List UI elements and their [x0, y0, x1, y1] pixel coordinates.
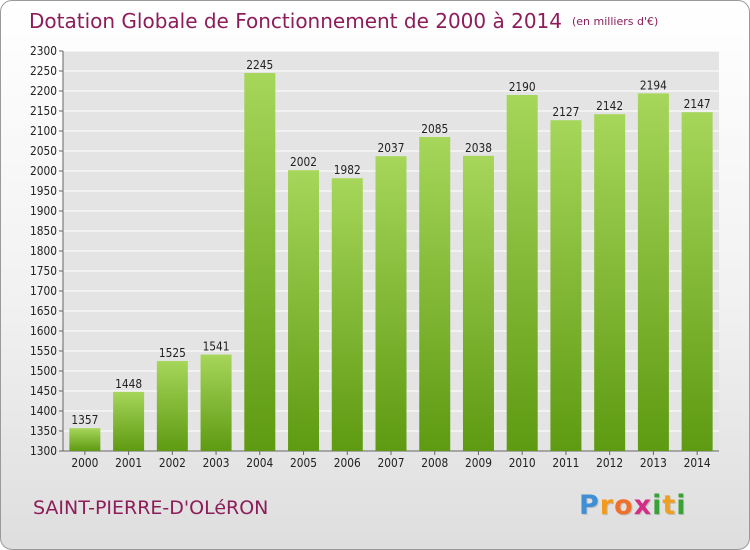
y-tick-label: 1850 — [30, 224, 57, 238]
y-tick-label: 1700 — [30, 284, 57, 298]
x-tick-label: 2002 — [159, 456, 186, 470]
y-tick-label: 1900 — [30, 204, 57, 218]
logo-letter: P — [579, 490, 600, 521]
x-tick-label: 2014 — [684, 456, 711, 470]
y-tick-label: 1950 — [30, 184, 57, 198]
bar-value-label: 2037 — [378, 141, 405, 155]
unit-label: (en milliers d'€) — [572, 15, 659, 28]
bar-2009 — [462, 155, 494, 452]
bar-2007 — [375, 156, 407, 451]
y-tick-label: 2150 — [30, 104, 57, 118]
logo-letter: r — [599, 490, 615, 521]
bar-2005 — [288, 170, 320, 451]
x-tick-label: 2006 — [334, 456, 361, 470]
bar-2003 — [200, 354, 232, 451]
y-tick-label: 1650 — [30, 304, 57, 318]
y-tick-label: 1400 — [30, 404, 57, 418]
x-tick-label: 2000 — [71, 456, 98, 470]
y-tick-label: 2100 — [30, 124, 57, 138]
x-tick-label: 2010 — [509, 456, 536, 470]
x-tick-label: 2013 — [640, 456, 667, 470]
y-tick-label: 1350 — [30, 424, 57, 438]
x-tick-label: 2012 — [596, 456, 623, 470]
x-tick-label: 2001 — [115, 456, 142, 470]
bar-2013 — [637, 93, 669, 452]
logo-letter: o — [614, 490, 634, 521]
bar-value-label: 2002 — [290, 155, 317, 169]
bar-2001 — [113, 391, 145, 451]
bar-value-label: 2038 — [465, 141, 492, 155]
x-tick-label: 2008 — [421, 456, 448, 470]
logo-letter: x — [633, 490, 653, 521]
commune-name: SAINT-PIERRE-D'OLéRON — [33, 497, 269, 519]
bar-value-label: 2194 — [640, 78, 667, 92]
y-tick-label: 2000 — [30, 164, 57, 178]
bar-2011 — [550, 120, 582, 451]
proxiti-logo: Proxiti — [579, 490, 687, 521]
y-tick-label: 2050 — [30, 144, 57, 158]
y-tick-label: 2200 — [30, 84, 57, 98]
bar-value-label: 1357 — [71, 413, 98, 427]
bar-value-label: 2085 — [421, 122, 448, 136]
logo-letter: i — [652, 490, 663, 521]
bar-2004 — [244, 73, 276, 451]
bar-value-label: 2190 — [509, 80, 536, 94]
x-tick-label: 2011 — [552, 456, 579, 470]
x-tick-label: 2005 — [290, 456, 317, 470]
bar-value-label: 2127 — [552, 105, 579, 119]
bar-value-label: 2147 — [684, 97, 711, 111]
bar-value-label: 1525 — [159, 346, 186, 360]
x-tick-label: 2009 — [465, 456, 492, 470]
chart-title: Dotation Globale de Fonctionnement de 20… — [29, 9, 658, 33]
y-tick-label: 2250 — [30, 64, 57, 78]
bar-2000 — [69, 428, 101, 451]
bar-2008 — [419, 137, 451, 451]
y-tick-label: 1600 — [30, 324, 57, 338]
y-tick-label: 1550 — [30, 344, 57, 358]
bar-value-label: 2245 — [246, 58, 273, 72]
x-tick-label: 2003 — [203, 456, 230, 470]
bar-value-label: 1448 — [115, 377, 142, 391]
logo-letter: t — [662, 490, 677, 521]
bar-2006 — [331, 178, 363, 451]
y-tick-label: 1750 — [30, 264, 57, 278]
bar-2002 — [156, 361, 188, 451]
y-tick-label: 1300 — [30, 444, 57, 458]
x-tick-label: 2007 — [378, 456, 405, 470]
bar-2014 — [681, 112, 713, 451]
y-tick-label: 1500 — [30, 364, 57, 378]
bar-2012 — [594, 114, 626, 451]
x-tick-label: 2004 — [246, 456, 273, 470]
bar-value-label: 1982 — [334, 163, 361, 177]
bar-value-label: 2142 — [596, 99, 623, 113]
y-tick-label: 1450 — [30, 384, 57, 398]
title-text: Dotation Globale de Fonctionnement de 20… — [29, 9, 562, 33]
bar-2010 — [506, 95, 538, 451]
y-tick-label: 1800 — [30, 244, 57, 258]
y-tick-label: 2300 — [30, 44, 57, 58]
bar-value-label: 1541 — [203, 340, 230, 354]
logo-letter: i — [676, 490, 687, 521]
